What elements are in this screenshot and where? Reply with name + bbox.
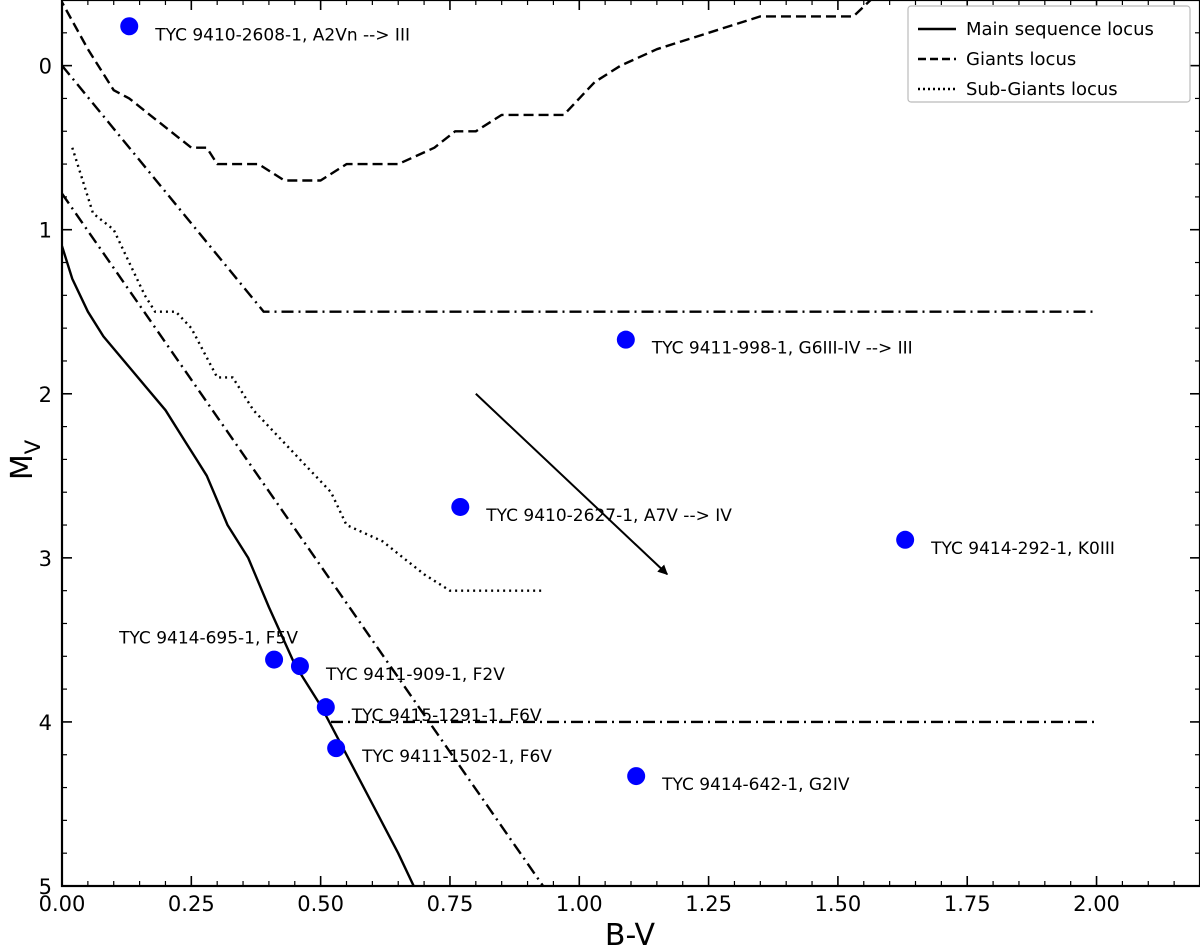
star-label: TYC 9414-292-1, K0III <box>930 539 1115 559</box>
chart-legend: Main sequence locus Giants locus Sub-Giant… <box>907 5 1191 103</box>
sub-giants-locus-line <box>71 147 544 592</box>
main-sequence-offset-line <box>62 192 545 886</box>
y-tick-label: 0 <box>39 55 52 79</box>
star-point <box>265 650 284 669</box>
y-tick-label: 3 <box>39 547 52 571</box>
star-point <box>290 657 309 676</box>
giants-offset-line <box>62 64 1097 313</box>
x-tick-label: 0.50 <box>297 892 344 916</box>
x-tick-label: 1.00 <box>556 892 603 916</box>
x-tick-label: 0.25 <box>168 892 215 916</box>
y-axis-label: MV <box>5 439 45 480</box>
star-point <box>316 698 335 717</box>
reddening-vector-arrow <box>475 393 668 575</box>
plot-axes: 0.00 0.25 0.50 0.75 1.00 1.25 1.50 1.75 2.00 0 1 2 3… <box>39 0 1200 916</box>
star-label: TYC 9411-998-1, G6III-IV --> III <box>651 339 913 359</box>
giants-locus-line <box>62 0 873 182</box>
legend-label: Giants locus <box>966 49 1076 70</box>
x-tick-label: 0.00 <box>39 892 86 916</box>
legend-label: Main sequence locus <box>966 19 1154 40</box>
star-point <box>896 530 915 549</box>
x-tick-label: 1.50 <box>815 892 862 916</box>
star-point <box>627 767 646 786</box>
plot-frame <box>60 0 1200 888</box>
y-tick-label: 1 <box>39 219 52 243</box>
star-label: TYC 9411-909-1, F2V <box>325 665 505 685</box>
x-tick-label: 1.75 <box>944 892 991 916</box>
star-point <box>616 330 635 349</box>
main-sequence-locus-line <box>62 245 415 886</box>
star-label: TYC 9410-2608-1, A2Vn --> III <box>154 25 410 45</box>
star-point <box>327 739 346 758</box>
legend-label: Sub-Giants locus <box>966 79 1118 100</box>
star-label: TYC 9414-642-1, G2IV <box>661 775 850 795</box>
star-label: TYC 9410-2627-1, A7V --> IV <box>485 506 732 526</box>
star-point <box>451 497 470 516</box>
y-tick-label: 4 <box>39 711 52 735</box>
x-tick-label: 0.75 <box>427 892 474 916</box>
y-tick-label: 2 <box>39 383 52 407</box>
x-tick-label: 2.00 <box>1073 892 1120 916</box>
star-point <box>120 17 139 36</box>
star-label: TYC 9414-695-1, F5V <box>118 629 298 649</box>
star-points: TYC 9410-2608-1, A2Vn --> III TYC 9411-99… <box>118 17 1115 795</box>
star-label: TYC 9411-1502-1, F6V <box>361 747 552 767</box>
y-tick-label: 5 <box>39 875 52 899</box>
star-label: TYC 9415-1291-1, F6V <box>351 706 542 726</box>
reddening-arrow <box>475 393 668 575</box>
x-axis-label: B-V <box>605 918 656 950</box>
locus-lines <box>62 0 1097 886</box>
x-tick-label: 1.25 <box>685 892 732 916</box>
legend-box <box>907 5 1191 103</box>
